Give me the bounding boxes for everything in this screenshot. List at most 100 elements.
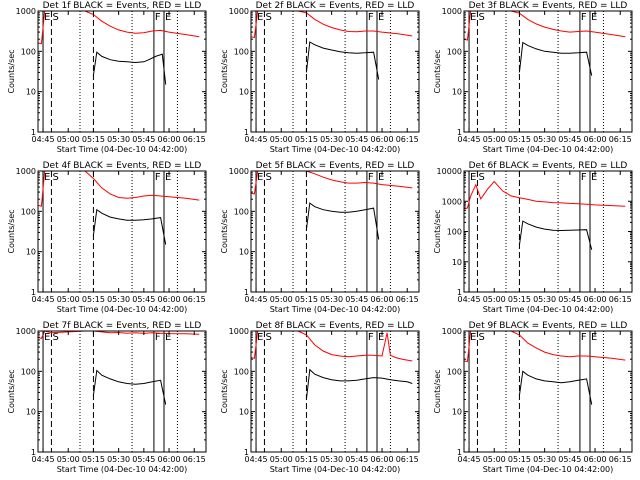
- x-tick-label: 06:00: [371, 295, 394, 304]
- plot-frame: [250, 170, 420, 293]
- marker-label: E: [257, 332, 263, 343]
- x-tick-label: 06:15: [396, 135, 419, 144]
- marker-label: E: [165, 332, 171, 343]
- y-tick-label: 10: [452, 408, 462, 417]
- y-tick-label: 1: [244, 448, 249, 457]
- y-tick-label: 1: [244, 288, 249, 297]
- marker-label: E: [591, 332, 597, 343]
- x-axis-label: Start Time (04-Dec-10 04:42:00): [270, 305, 401, 314]
- y-tick-label: 1000: [442, 197, 462, 206]
- x-tick-label: 05:45: [345, 295, 368, 304]
- marker-label: E: [257, 12, 263, 23]
- panel-title: Det 5f BLACK = Events, RED = LLD: [256, 161, 415, 171]
- marker-label: F: [581, 332, 587, 343]
- x-tick-label: 05:30: [107, 135, 130, 144]
- y-tick-label: 100: [21, 47, 36, 56]
- x-tick-label: 04:45: [245, 455, 268, 464]
- x-tick-label: 05:00: [270, 295, 293, 304]
- panel-title: Det 3f BLACK = Events, RED = LLD: [469, 1, 628, 11]
- plot-frame: [37, 10, 207, 133]
- y-tick-label: 10: [26, 248, 36, 257]
- marker-label: S: [52, 12, 58, 23]
- x-tick-label: 06:00: [371, 135, 394, 144]
- plot-frame: [463, 10, 633, 133]
- events-series-line: [92, 369, 167, 405]
- x-tick-label: 06:00: [584, 295, 607, 304]
- y-tick-label: 100: [21, 207, 36, 216]
- x-tick-label: 05:45: [558, 135, 581, 144]
- marker-label: E: [470, 332, 476, 343]
- x-axis-label: Start Time (04-Dec-10 04:42:00): [483, 145, 614, 154]
- x-tick-label: 05:30: [320, 295, 343, 304]
- x-tick-label: 04:45: [245, 135, 268, 144]
- y-tick-label: 10: [452, 258, 462, 267]
- panel-title: Det 9f BLACK = Events, RED = LLD: [469, 321, 628, 331]
- x-tick-label: 05:30: [107, 455, 130, 464]
- marker-label: S: [478, 12, 484, 23]
- y-tick-label: 100: [447, 228, 462, 237]
- y-axis-label: Counts/sec: [433, 369, 442, 413]
- y-tick-label: 1000: [229, 7, 249, 16]
- y-axis-label: Counts/sec: [7, 369, 16, 413]
- marker-label: F: [155, 12, 161, 23]
- x-tick-label: 06:15: [609, 295, 632, 304]
- panel-title: Det 4f BLACK = Events, RED = LLD: [43, 161, 202, 171]
- x-tick-label: 05:30: [320, 135, 343, 144]
- x-tick-label: 06:15: [609, 455, 632, 464]
- lld-series-line: [37, 330, 200, 340]
- x-tick-label: 05:15: [82, 295, 105, 304]
- x-tick-label: 05:15: [295, 135, 318, 144]
- marker-label: F: [155, 172, 161, 183]
- x-tick-label: 06:15: [609, 135, 632, 144]
- x-tick-label: 06:00: [158, 295, 181, 304]
- x-tick-label: 04:45: [245, 295, 268, 304]
- y-tick-label: 100: [234, 367, 249, 376]
- x-tick-label: 05:15: [82, 135, 105, 144]
- x-tick-label: 05:30: [533, 455, 556, 464]
- y-tick-label: 1: [31, 288, 36, 297]
- x-tick-label: 04:45: [32, 455, 55, 464]
- x-axis-label: Start Time (04-Dec-10 04:42:00): [57, 305, 188, 314]
- y-tick-label: 1000: [442, 327, 462, 336]
- x-tick-label: 05:30: [533, 295, 556, 304]
- marker-label: F: [368, 332, 374, 343]
- y-axis-label: Counts/sec: [220, 49, 229, 93]
- marker-label: F: [155, 332, 161, 343]
- y-tick-label: 100: [447, 47, 462, 56]
- marker-label: E: [44, 332, 50, 343]
- marker-label: S: [265, 332, 271, 343]
- y-tick-label: 1: [457, 128, 462, 137]
- x-tick-label: 05:45: [345, 455, 368, 464]
- y-tick-label: 100: [234, 47, 249, 56]
- x-tick-label: 04:45: [458, 135, 481, 144]
- y-tick-label: 1000: [229, 327, 249, 336]
- lld-series-line: [463, 10, 626, 41]
- y-tick-label: 1: [457, 448, 462, 457]
- x-axis-label: Start Time (04-Dec-10 04:42:00): [57, 465, 188, 474]
- x-tick-label: 05:00: [270, 135, 293, 144]
- events-series-line: [92, 51, 167, 85]
- y-axis-label: Counts/sec: [7, 209, 16, 253]
- x-tick-label: 05:00: [270, 455, 293, 464]
- plot-frame: [463, 330, 633, 453]
- y-tick-label: 1: [31, 128, 36, 137]
- marker-label: E: [257, 172, 263, 183]
- marker-label: S: [265, 12, 271, 23]
- x-tick-label: 05:15: [508, 455, 531, 464]
- marker-label: S: [52, 172, 58, 183]
- marker-label: F: [368, 12, 374, 23]
- marker-label: F: [368, 172, 374, 183]
- x-tick-label: 05:00: [57, 295, 80, 304]
- y-axis-label: Counts/sec: [7, 49, 16, 93]
- marker-label: S: [478, 332, 484, 343]
- marker-label: E: [378, 332, 384, 343]
- y-tick-label: 10: [26, 408, 36, 417]
- panel-title: Det 2f BLACK = Events, RED = LLD: [256, 1, 415, 11]
- lld-series-line: [37, 10, 200, 45]
- marker-label: E: [470, 172, 476, 183]
- plot-frame: [37, 330, 207, 453]
- panel-title: Det 1f BLACK = Events, RED = LLD: [43, 1, 202, 11]
- y-axis-label: Counts/sec: [433, 209, 442, 253]
